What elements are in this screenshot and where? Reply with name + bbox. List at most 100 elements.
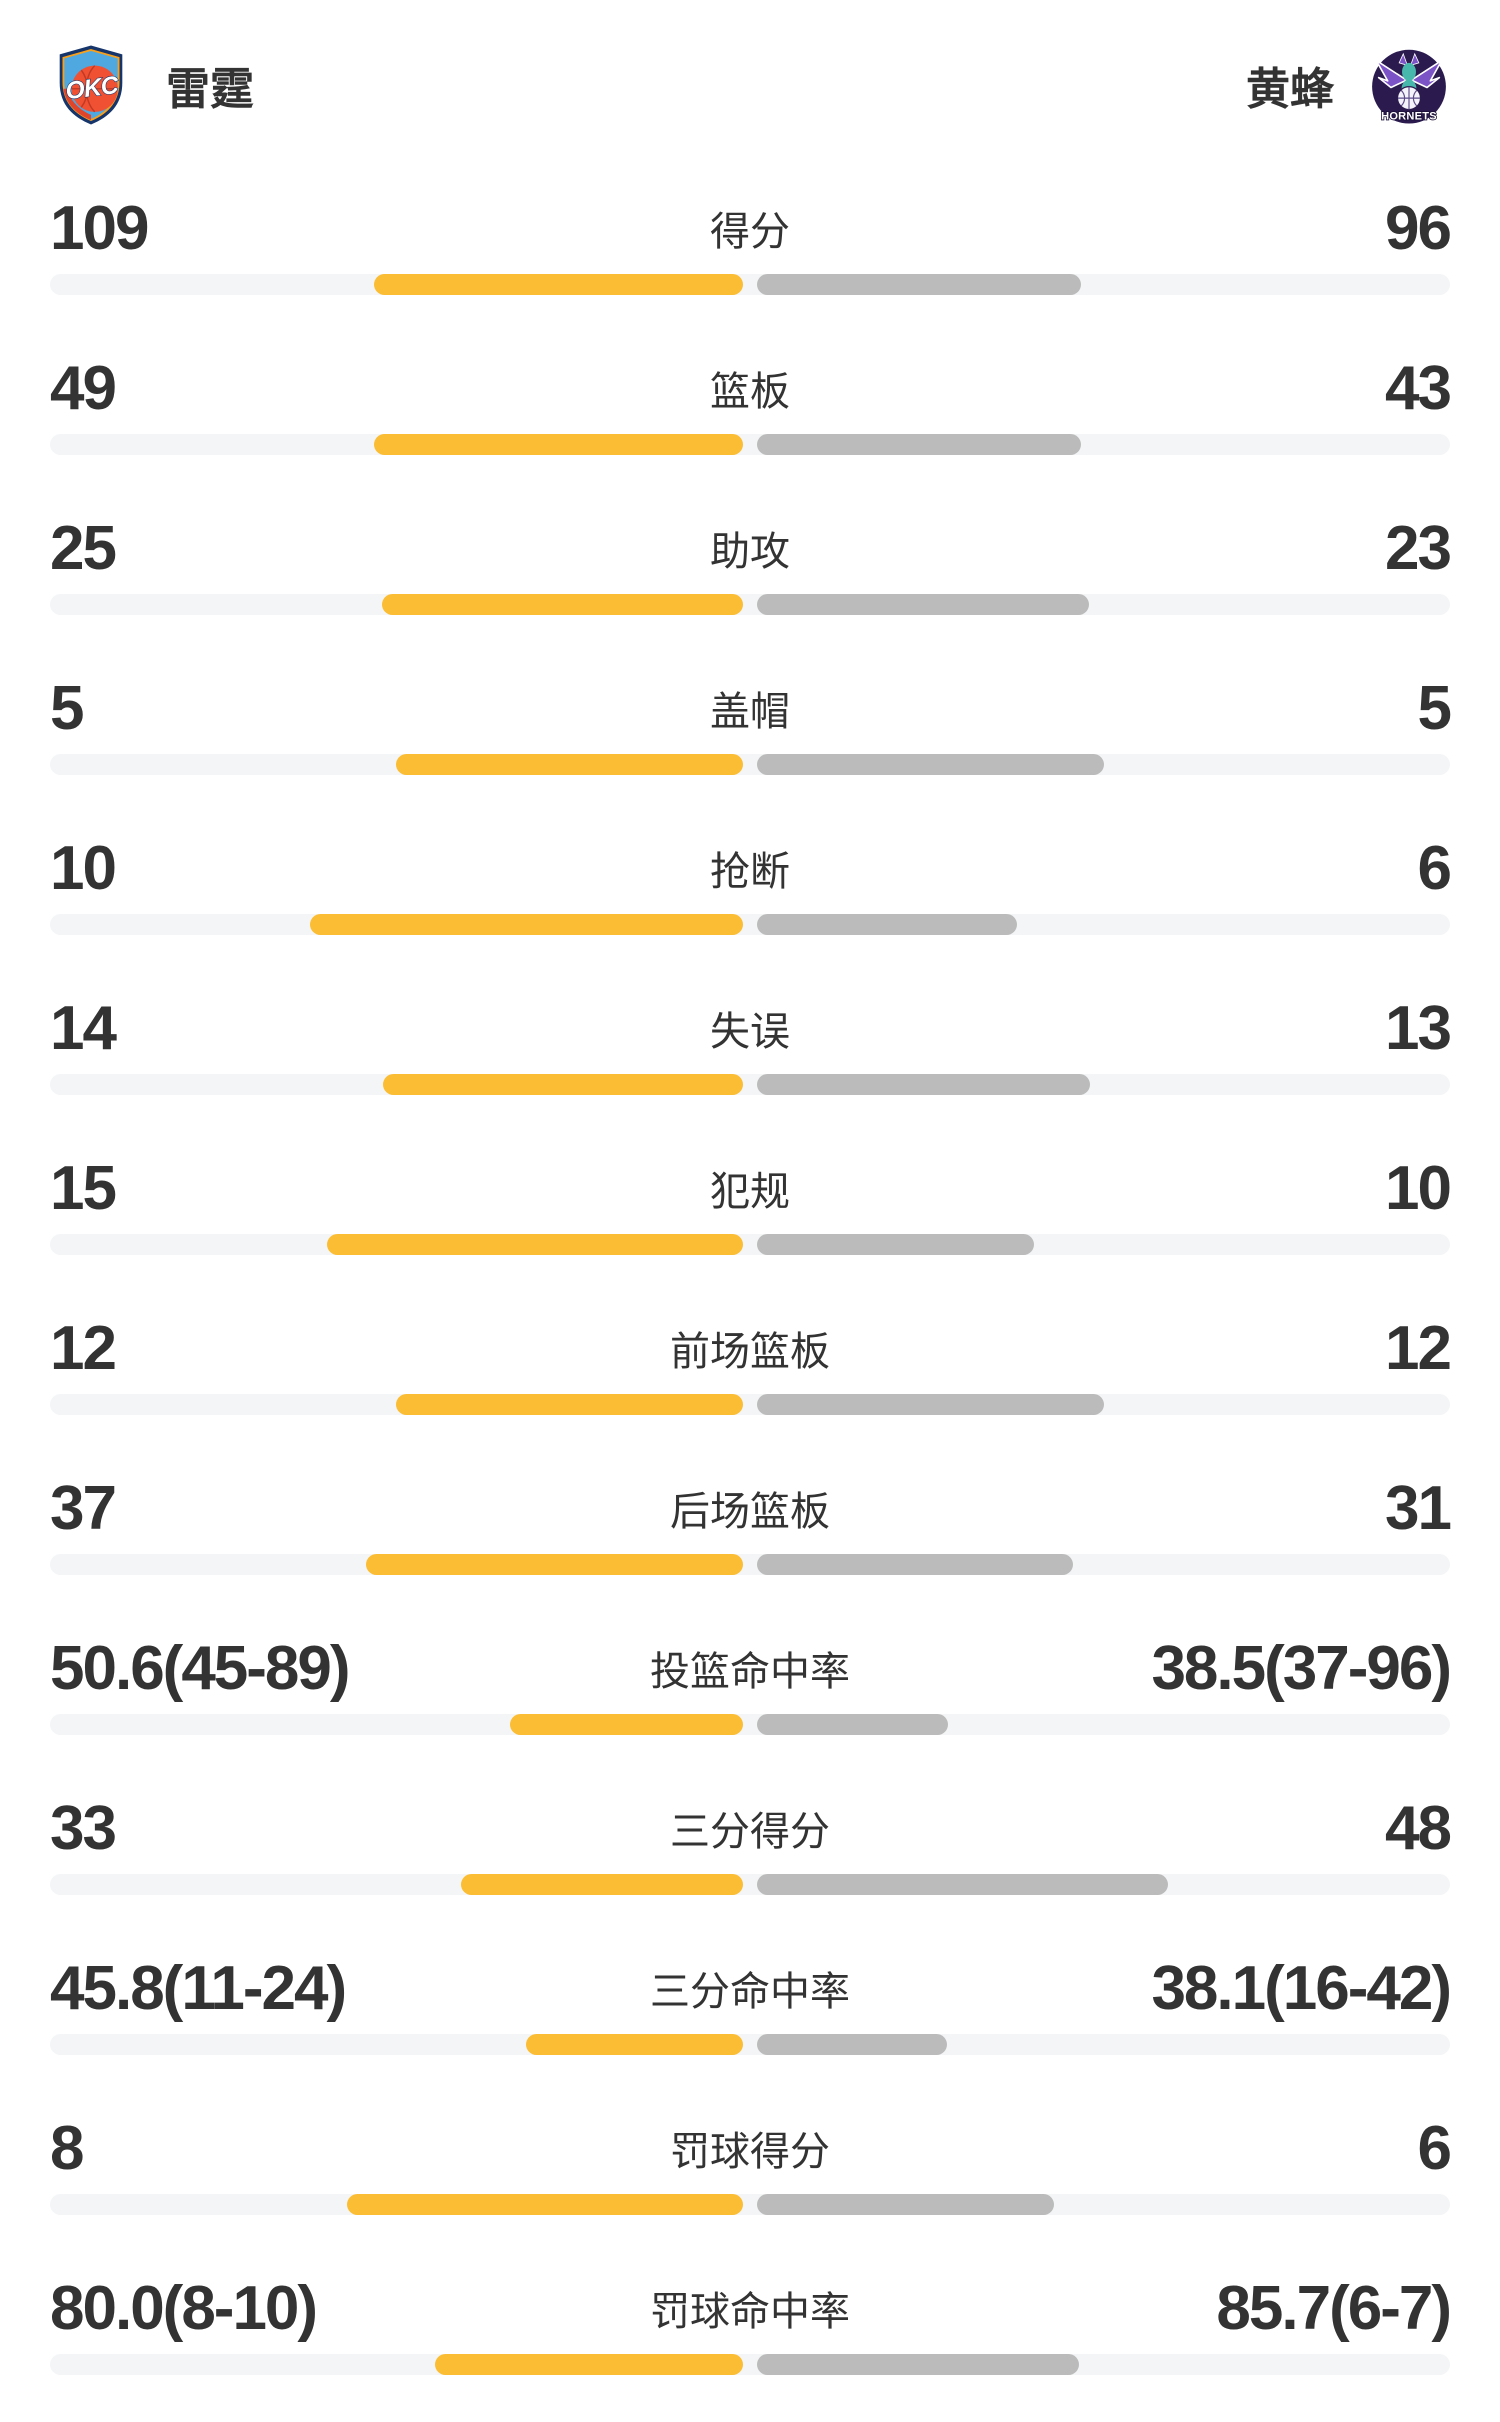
home-bar — [510, 1714, 743, 1735]
stat-row: 12 前场篮板 12 — [50, 1302, 1452, 1462]
stat-text-line: 10 抢断 6 — [50, 822, 1452, 914]
home-bar — [327, 1234, 743, 1255]
away-bar — [757, 1874, 1168, 1895]
stat-text-line: 12 前场篮板 12 — [50, 1302, 1452, 1394]
home-bar — [396, 1394, 743, 1415]
away-value: 13 — [1385, 993, 1452, 1063]
away-bar — [757, 594, 1089, 615]
stat-label: 得分 — [710, 210, 790, 254]
stat-row: 45.8(11-24) 三分命中率 38.1(16-42) — [50, 1942, 1452, 2102]
home-bar — [374, 434, 743, 455]
stat-bar-track — [50, 754, 1450, 775]
stat-text-line: 37 后场篮板 31 — [50, 1462, 1452, 1554]
away-value: 43 — [1385, 353, 1452, 423]
home-bar — [366, 1554, 743, 1575]
stat-label: 三分命中率 — [650, 1970, 850, 2014]
away-value: 38.5(37-96) — [1151, 1633, 1452, 1703]
away-value: 31 — [1385, 1473, 1452, 1543]
home-value: 33 — [50, 1793, 117, 1863]
svg-text:OKC: OKC — [64, 72, 121, 105]
home-bar — [347, 2194, 743, 2215]
stat-row: 33 三分得分 48 — [50, 1782, 1452, 1942]
home-bar — [382, 594, 743, 615]
away-team: 黄蜂 HORNETS — [1246, 44, 1450, 126]
stat-bar-track — [50, 1874, 1450, 1895]
away-bar — [757, 434, 1081, 455]
stat-bar-track — [50, 2194, 1450, 2215]
away-bar — [757, 1554, 1073, 1575]
home-bar — [435, 2354, 743, 2375]
stat-label: 盖帽 — [710, 690, 790, 734]
stat-row: 25 助攻 23 — [50, 502, 1452, 662]
away-value: 6 — [1417, 2113, 1453, 2183]
away-bar — [757, 1234, 1034, 1255]
stat-text-line: 45.8(11-24) 三分命中率 38.1(16-42) — [50, 1942, 1452, 2034]
home-value: 50.6(45-89) — [50, 1633, 351, 1703]
stat-text-line: 14 失误 13 — [50, 982, 1452, 1074]
stat-row: 37 后场篮板 31 — [50, 1462, 1452, 1622]
stat-label: 篮板 — [710, 370, 790, 414]
stat-bar-track — [50, 1394, 1450, 1415]
stat-text-line: 25 助攻 23 — [50, 502, 1452, 594]
stat-bar-track — [50, 274, 1450, 295]
stat-text-line: 33 三分得分 48 — [50, 1782, 1452, 1874]
team-header: OKC 雷霆 黄蜂 HORNETS — [0, 0, 1500, 126]
stat-row: 5 盖帽 5 — [50, 662, 1452, 822]
stat-bar-track — [50, 594, 1450, 615]
away-team-name: 黄蜂 — [1246, 65, 1334, 114]
stat-bar-track — [50, 2034, 1450, 2055]
home-value: 8 — [50, 2113, 85, 2183]
home-value: 12 — [50, 1313, 117, 1383]
stat-bar-track — [50, 2354, 1450, 2375]
stat-label: 前场篮板 — [670, 1330, 830, 1374]
home-bar — [310, 914, 743, 935]
stat-label: 犯规 — [710, 1170, 790, 1214]
stats-list: 109 得分 96 49 篮板 43 25 助攻 23 5 — [0, 182, 1500, 2422]
away-bar — [757, 1394, 1104, 1415]
stat-text-line: 15 犯规 10 — [50, 1142, 1452, 1234]
okc-thunder-logo-icon: OKC — [50, 44, 132, 126]
stat-label: 后场篮板 — [670, 1490, 830, 1534]
home-value: 14 — [50, 993, 117, 1063]
stat-label: 罚球得分 — [670, 2130, 830, 2174]
stat-text-line: 109 得分 96 — [50, 182, 1452, 274]
stat-label: 罚球命中率 — [650, 2290, 850, 2334]
away-bar — [757, 2354, 1079, 2375]
home-team-name: 雷霆 — [166, 65, 254, 114]
away-bar — [757, 2194, 1054, 2215]
away-value: 23 — [1385, 513, 1452, 583]
home-value: 5 — [50, 673, 85, 743]
away-value: 38.1(16-42) — [1151, 1953, 1452, 2023]
svg-text:HORNETS: HORNETS — [1381, 110, 1437, 122]
stat-label: 抢断 — [710, 850, 790, 894]
stat-row: 10 抢断 6 — [50, 822, 1452, 982]
stat-row: 8 罚球得分 6 — [50, 2102, 1453, 2262]
stat-text-line: 50.6(45-89) 投篮命中率 38.5(37-96) — [50, 1622, 1452, 1714]
away-value: 85.7(6-7) — [1216, 2273, 1452, 2343]
stat-text-line: 5 盖帽 5 — [50, 662, 1452, 754]
stat-bar-track — [50, 1074, 1450, 1095]
home-value: 10 — [50, 833, 117, 903]
home-team: OKC 雷霆 — [50, 44, 254, 126]
away-bar — [757, 1714, 948, 1735]
home-value: 45.8(11-24) — [50, 1953, 347, 2023]
away-bar — [757, 2034, 947, 2055]
stat-bar-track — [50, 1554, 1450, 1575]
stat-label: 失误 — [710, 1010, 790, 1054]
stat-label: 助攻 — [710, 530, 790, 574]
away-value: 96 — [1385, 193, 1452, 263]
stat-row: 109 得分 96 — [50, 182, 1452, 342]
away-bar — [757, 1074, 1090, 1095]
stat-label: 投篮命中率 — [650, 1650, 850, 1694]
stat-row: 14 失误 13 — [50, 982, 1452, 1142]
home-value: 80.0(8-10) — [50, 2273, 318, 2343]
stat-row: 80.0(8-10) 罚球命中率 85.7(6-7) — [50, 2262, 1452, 2422]
stat-text-line: 8 罚球得分 6 — [50, 2102, 1453, 2194]
stat-row: 50.6(45-89) 投篮命中率 38.5(37-96) — [50, 1622, 1452, 1782]
home-value: 37 — [50, 1473, 117, 1543]
home-value: 109 — [50, 193, 149, 263]
stat-bar-track — [50, 914, 1450, 935]
away-bar — [757, 274, 1081, 295]
away-value: 12 — [1385, 1313, 1452, 1383]
home-bar — [383, 1074, 743, 1095]
